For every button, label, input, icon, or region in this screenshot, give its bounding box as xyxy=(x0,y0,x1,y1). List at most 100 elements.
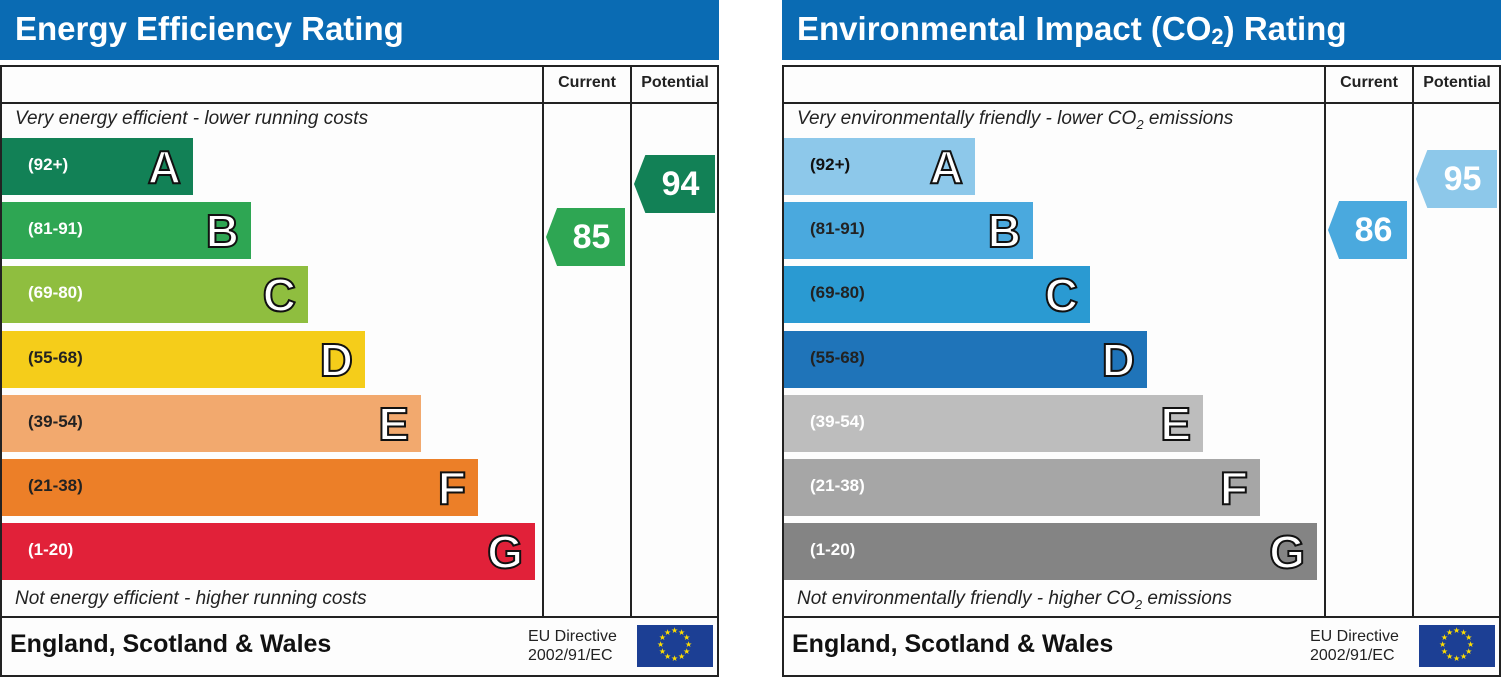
directive-line2: 2002/91/EC xyxy=(1310,647,1395,664)
star-icon: ★ xyxy=(1460,627,1468,637)
band-range: (92+) xyxy=(28,155,69,174)
region-label: England, Scotland & Wales xyxy=(10,630,332,658)
chart-title: Environmental Impact (CO2) Rating xyxy=(782,0,1501,60)
band-range: (55-68) xyxy=(28,348,83,367)
star-icon: ★ xyxy=(1453,654,1461,663)
column-header-current: Current xyxy=(1340,74,1398,91)
title-text: Environmental Impact (CO xyxy=(797,10,1212,47)
eu-directive: EU Directive 2002/91/EC xyxy=(528,627,617,665)
current-rating-arrow: 85 xyxy=(546,208,625,266)
star-icon: ★ xyxy=(1465,647,1473,656)
row-divider xyxy=(782,102,1501,104)
band-letter: C xyxy=(262,268,297,322)
column-divider xyxy=(630,65,632,618)
subscript: 2 xyxy=(1134,596,1143,612)
band-range: (1-20) xyxy=(810,540,856,559)
column-divider xyxy=(542,65,544,618)
potential-rating-arrow: 95 xyxy=(1416,150,1497,208)
top-note: Very energy efficient - lower running co… xyxy=(15,108,368,130)
star-icon: ★ xyxy=(657,640,665,649)
row-divider xyxy=(782,616,1501,618)
chart-title: Energy Efficiency Rating xyxy=(0,0,719,60)
star-icon: ★ xyxy=(678,652,686,662)
directive-line1: EU Directive xyxy=(528,628,617,645)
star-icon: ★ xyxy=(678,627,686,637)
band-letter: E xyxy=(377,397,410,451)
bottom-note-text: Not environmentally friendly - higher CO xyxy=(797,588,1135,609)
bottom-note-text: Not energy efficient - higher running co… xyxy=(15,588,367,609)
top-note: Very environmentally friendly - lower CO… xyxy=(797,108,1233,132)
band-letter: D xyxy=(319,333,354,387)
subscript: 2 xyxy=(1136,116,1144,132)
environmental-impact-panel: Environmental Impact (CO2) Rating Current… xyxy=(782,0,1501,677)
region-label: England, Scotland & Wales xyxy=(792,630,1114,658)
band-range: (81-91) xyxy=(810,219,865,238)
band-range: (39-54) xyxy=(810,412,865,431)
bottom-note: Not environmentally friendly - higher CO… xyxy=(797,588,1232,612)
column-header-potential: Potential xyxy=(641,74,709,91)
band-d: (55-68) D xyxy=(784,331,1147,388)
star-icon: ★ xyxy=(685,640,693,649)
star-icon: ★ xyxy=(671,654,679,663)
directive-line2: 2002/91/EC xyxy=(528,647,613,664)
star-icon: ★ xyxy=(658,633,667,642)
star-icon: ★ xyxy=(1453,626,1461,635)
star-icon: ★ xyxy=(664,652,672,662)
band-e: (39-54) E xyxy=(784,395,1203,452)
column-header-potential: Potential xyxy=(1423,74,1491,91)
band-letter: D xyxy=(1101,333,1136,387)
row-divider xyxy=(0,102,719,104)
column-divider xyxy=(1412,65,1414,618)
band-letter: G xyxy=(486,525,524,579)
star-icon: ★ xyxy=(664,627,672,637)
star-icon: ★ xyxy=(1440,647,1449,656)
star-icon: ★ xyxy=(1460,652,1468,662)
potential-rating-arrow: 94 xyxy=(634,155,715,213)
star-icon: ★ xyxy=(671,626,679,635)
band-letter: B xyxy=(987,204,1022,258)
top-note-end: emissions xyxy=(1143,108,1234,129)
band-range: (21-38) xyxy=(810,476,865,495)
star-icon: ★ xyxy=(658,647,667,656)
band-g: (1-20) G xyxy=(784,523,1317,580)
band-letter: C xyxy=(1044,268,1079,322)
band-range: (1-20) xyxy=(28,540,74,559)
bottom-note-end: emissions xyxy=(1142,588,1232,609)
eu-directive: EU Directive 2002/91/EC xyxy=(1310,627,1399,665)
band-range: (81-91) xyxy=(28,219,83,238)
band-f: (21-38) F xyxy=(784,459,1260,516)
star-icon: ★ xyxy=(683,647,691,656)
bottom-note: Not energy efficient - higher running co… xyxy=(15,588,367,610)
band-letter: F xyxy=(1219,461,1249,515)
eu-flag-icon: ★ ★ ★ ★ ★ ★ ★ ★ ★ ★ ★ ★ xyxy=(637,625,713,667)
band-g: (1-20) G xyxy=(2,523,535,580)
energy-efficiency-panel: Energy Efficiency Rating Current Potential… xyxy=(0,0,719,677)
band-letter: G xyxy=(1268,525,1306,579)
top-note-text: Very energy efficient - lower running co… xyxy=(15,108,369,129)
column-divider xyxy=(1324,65,1326,618)
band-a: (92+) A xyxy=(2,138,193,195)
title-text: Energy Efficiency Rating xyxy=(15,10,404,47)
band-range: (21-38) xyxy=(28,476,83,495)
band-letter: A xyxy=(147,140,182,194)
star-icon: ★ xyxy=(1446,652,1454,662)
band-range: (69-80) xyxy=(28,283,83,302)
column-header-current: Current xyxy=(558,74,616,91)
band-d: (55-68) D xyxy=(2,331,365,388)
band-letter: A xyxy=(929,140,964,194)
band-b: (81-91) B xyxy=(2,202,251,259)
title-end: ) Rating xyxy=(1223,10,1347,47)
band-range: (55-68) xyxy=(810,348,865,367)
band-c: (69-80) C xyxy=(2,266,308,323)
band-f: (21-38) F xyxy=(2,459,478,516)
band-range: (92+) xyxy=(810,155,851,174)
band-b: (81-91) B xyxy=(784,202,1033,259)
directive-line1: EU Directive xyxy=(1310,628,1399,645)
eu-flag-icon: ★ ★ ★ ★ ★ ★ ★ ★ ★ ★ ★ ★ xyxy=(1419,625,1495,667)
band-letter: B xyxy=(205,204,240,258)
star-icon: ★ xyxy=(1440,633,1449,642)
title-subscript: 2 xyxy=(1211,24,1224,49)
star-icon: ★ xyxy=(1467,640,1475,649)
top-note-text: Very environmentally friendly - lower CO xyxy=(797,108,1137,129)
star-icon: ★ xyxy=(1465,633,1473,642)
